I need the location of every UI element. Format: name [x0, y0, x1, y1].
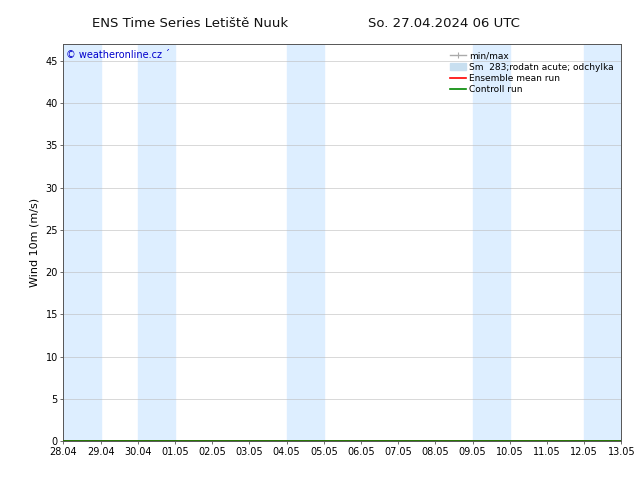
Text: So. 27.04.2024 06 UTC: So. 27.04.2024 06 UTC — [368, 17, 520, 30]
Text: © weatheronline.cz ´: © weatheronline.cz ´ — [66, 50, 170, 60]
Bar — [287, 44, 324, 441]
Text: ENS Time Series Letiště Nuuk: ENS Time Series Letiště Nuuk — [92, 17, 288, 30]
Bar — [472, 44, 510, 441]
Bar — [63, 44, 101, 441]
Bar — [138, 44, 175, 441]
Bar — [584, 44, 621, 441]
Legend: min/max, Sm  283;rodatn acute; odchylka, Ensemble mean run, Controll run: min/max, Sm 283;rodatn acute; odchylka, … — [447, 49, 617, 97]
Y-axis label: Wind 10m (m/s): Wind 10m (m/s) — [30, 198, 40, 287]
